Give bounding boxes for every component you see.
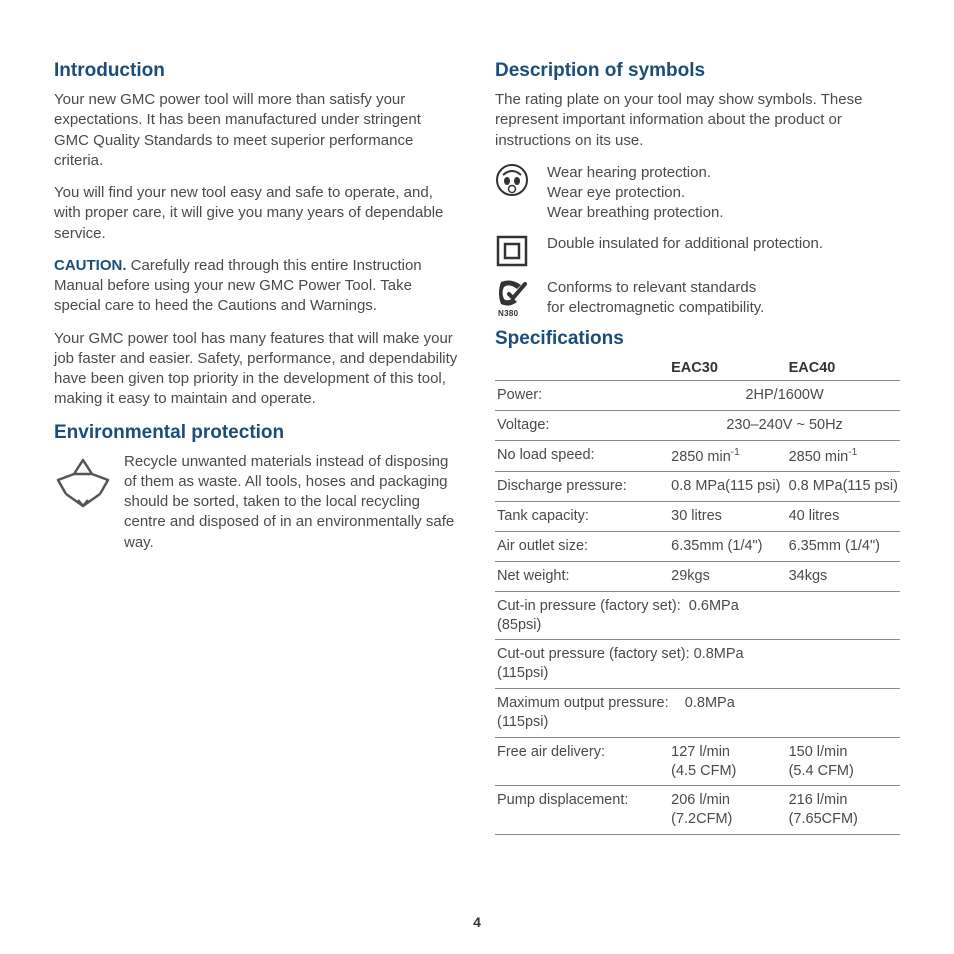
weight-v1: 29kgs	[669, 561, 786, 591]
maxout-cell: Maximum output pressure: 0.8MPa (115psi)	[495, 689, 787, 738]
environmental-body: Recycle unwanted materials instead of di…	[124, 452, 459, 553]
spec-col-eac40: EAC40	[787, 356, 900, 381]
intro-paragraph-4: Your GMC power tool has many features th…	[54, 329, 459, 410]
page-content: Introduction Your new GMC power tool wil…	[54, 60, 900, 835]
caution-paragraph: CAUTION. Carefully read through this ent…	[54, 256, 459, 317]
spec-row-maxout: Maximum output pressure: 0.8MPa (115psi)	[495, 689, 900, 738]
discharge-label: Discharge pressure:	[495, 472, 669, 502]
environmental-row: Recycle unwanted materials instead of di…	[54, 452, 459, 553]
outlet-v1: 6.35mm (1/4")	[669, 532, 786, 562]
outlet-label: Air outlet size:	[495, 532, 669, 562]
double-insulated-text: Double insulated for additional protecti…	[547, 234, 823, 254]
outlet-v2: 6.35mm (1/4")	[787, 532, 900, 562]
pump-label: Pump displacement:	[495, 786, 669, 835]
weight-label: Net weight:	[495, 561, 669, 591]
freeair-v1: 127 l/min(4.5 CFM)	[669, 737, 786, 786]
tank-label: Tank capacity:	[495, 502, 669, 532]
spec-row-cutin: Cut-in pressure (factory set): 0.6MPa (8…	[495, 591, 900, 640]
symbols-heading: Description of symbols	[495, 60, 900, 82]
spec-row-speed: No load speed: 2850 min-1 2850 min-1	[495, 440, 900, 472]
weight-v2: 34kgs	[787, 561, 900, 591]
power-label: Power:	[495, 381, 669, 411]
symbol-row-conforms: N380 Conforms to relevant standards for …	[495, 278, 900, 319]
double-insulated-icon	[495, 234, 535, 268]
pump-v1: 206 l/min(7.2CFM)	[669, 786, 786, 835]
spec-row-weight: Net weight: 29kgs 34kgs	[495, 561, 900, 591]
page-number: 4	[0, 914, 954, 930]
spec-header-row: EAC30 EAC40	[495, 356, 900, 381]
symbol-row-insulated: Double insulated for additional protecti…	[495, 234, 900, 268]
discharge-v1: 0.8 MPa(115 psi)	[669, 472, 786, 502]
cutin-cell: Cut-in pressure (factory set): 0.6MPa (8…	[495, 591, 787, 640]
pump-v2: 216 l/min(7.65CFM)	[787, 786, 900, 835]
spec-row-tank: Tank capacity: 30 litres 40 litres	[495, 502, 900, 532]
left-column: Introduction Your new GMC power tool wil…	[54, 60, 459, 835]
conforms-text: Conforms to relevant standards for elect…	[547, 278, 764, 319]
wear-breathing: Wear breathing protection.	[547, 203, 724, 223]
caution-label: CAUTION.	[54, 257, 127, 274]
conforms-line2: for electromagnetic compatibility.	[547, 298, 764, 318]
speed-v1: 2850 min-1	[669, 440, 786, 472]
environmental-heading: Environmental protection	[54, 422, 459, 444]
tank-v1: 30 litres	[669, 502, 786, 532]
freeair-v2: 150 l/min(5.4 CFM)	[787, 737, 900, 786]
spec-row-pump: Pump displacement: 206 l/min(7.2CFM) 216…	[495, 786, 900, 835]
cutout-cell: Cut-out pressure (factory set): 0.8MPa (…	[495, 640, 787, 689]
c-tick-icon: N380	[495, 278, 535, 318]
protection-icon	[495, 163, 535, 197]
intro-paragraph-2: You will find your new tool easy and saf…	[54, 183, 459, 244]
spec-row-freeair: Free air delivery: 127 l/min(4.5 CFM) 15…	[495, 737, 900, 786]
spec-row-outlet: Air outlet size: 6.35mm (1/4") 6.35mm (1…	[495, 532, 900, 562]
discharge-v2: 0.8 MPa(115 psi)	[787, 472, 900, 502]
n380-label: N380	[498, 309, 518, 318]
introduction-heading: Introduction	[54, 60, 459, 82]
symbols-intro: The rating plate on your tool may show s…	[495, 90, 900, 151]
protection-text: Wear hearing protection. Wear eye protec…	[547, 163, 724, 224]
voltage-value: 230–240V ~ 50Hz	[669, 410, 900, 440]
wear-hearing: Wear hearing protection.	[547, 163, 724, 183]
tank-v2: 40 litres	[787, 502, 900, 532]
conforms-line1: Conforms to relevant standards	[547, 278, 764, 298]
symbol-row-protection: Wear hearing protection. Wear eye protec…	[495, 163, 900, 224]
specifications-heading: Specifications	[495, 328, 900, 350]
spec-row-discharge: Discharge pressure: 0.8 MPa(115 psi) 0.8…	[495, 472, 900, 502]
spec-row-voltage: Voltage: 230–240V ~ 50Hz	[495, 410, 900, 440]
speed-v2: 2850 min-1	[787, 440, 900, 472]
voltage-label: Voltage:	[495, 410, 669, 440]
recycle-icon	[54, 454, 112, 517]
right-column: Description of symbols The rating plate …	[495, 60, 900, 835]
spec-col-eac30: EAC30	[669, 356, 786, 381]
spec-row-cutout: Cut-out pressure (factory set): 0.8MPa (…	[495, 640, 900, 689]
freeair-label: Free air delivery:	[495, 737, 669, 786]
wear-eye: Wear eye protection.	[547, 183, 724, 203]
spec-row-power: Power: 2HP/1600W	[495, 381, 900, 411]
power-value: 2HP/1600W	[669, 381, 900, 411]
speed-label: No load speed:	[495, 440, 669, 472]
intro-paragraph-1: Your new GMC power tool will more than s…	[54, 90, 459, 171]
specifications-table: EAC30 EAC40 Power: 2HP/1600W Voltage: 23…	[495, 356, 900, 835]
